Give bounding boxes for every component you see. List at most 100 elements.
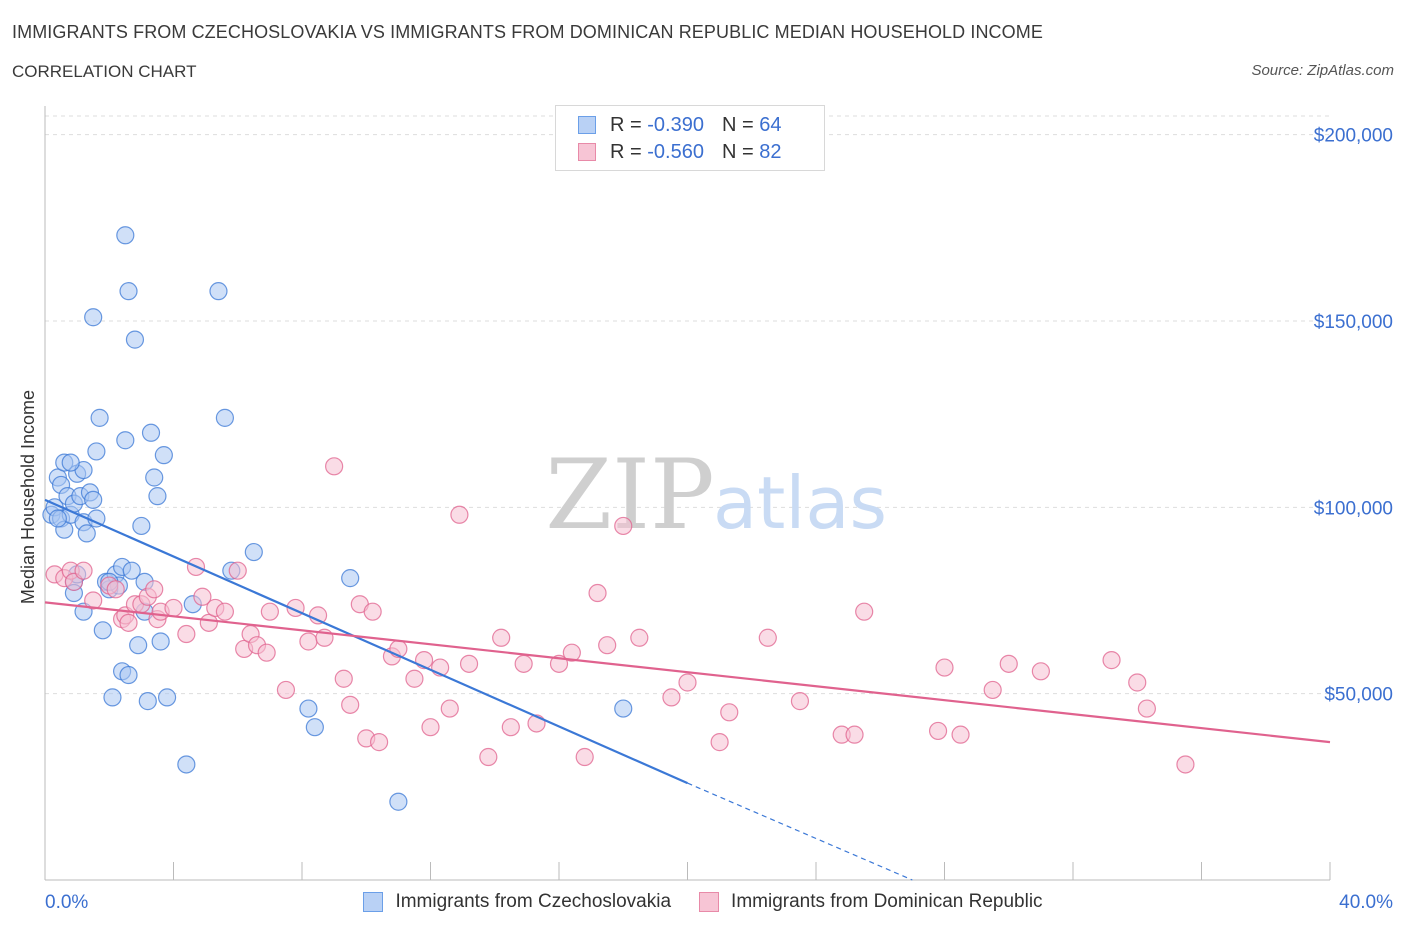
point-czechoslovakia <box>215 408 234 427</box>
legend-swatch-czechoslovakia <box>578 116 596 134</box>
point-czechoslovakia <box>614 699 633 718</box>
point-czechoslovakia <box>90 408 109 427</box>
point-czechoslovakia <box>299 699 318 718</box>
legend-row-dominican: R = -0.560 N = 82 <box>578 139 781 165</box>
point-dominican <box>588 583 607 603</box>
point-dominican <box>1176 755 1195 774</box>
point-dominican <box>450 505 469 524</box>
point-dominican <box>514 654 533 673</box>
point-czechoslovakia <box>77 524 96 543</box>
point-czechoslovakia <box>103 688 122 707</box>
point-czechoslovakia <box>141 423 161 442</box>
point-czechoslovakia <box>61 453 80 472</box>
point-dominican <box>575 747 594 767</box>
point-dominican <box>1102 651 1121 670</box>
series-legend-czechoslovakia[interactable]: Immigrants from Czechoslovakia <box>363 891 671 913</box>
point-dominican <box>928 721 948 741</box>
point-czechoslovakia <box>132 516 151 536</box>
y-tick-label: $100,000 <box>1314 498 1393 519</box>
point-czechoslovakia <box>84 308 103 327</box>
point-czechoslovakia <box>119 282 138 301</box>
legend-row-czechoslovakia: R = -0.390 N = 64 <box>578 112 781 138</box>
point-dominican <box>492 628 511 647</box>
point-czechoslovakia <box>125 330 145 349</box>
point-dominican <box>935 658 954 677</box>
y-tick-label: $200,000 <box>1314 126 1393 147</box>
point-dominican <box>855 602 874 621</box>
trend-lines <box>44 498 1331 881</box>
series-legend-dominican[interactable]: Immigrants from Dominican Republic <box>699 891 1043 913</box>
chart-subtitle: CORRELATION CHART <box>12 62 197 81</box>
legend-r-label: R = <box>610 140 642 163</box>
point-dominican <box>1031 662 1050 681</box>
y-tick-label: $50,000 <box>1324 685 1393 706</box>
point-czechoslovakia <box>151 632 170 651</box>
point-dominican <box>334 669 353 688</box>
point-dominican <box>405 669 424 688</box>
trend-extension-czechoslovakia <box>687 782 913 881</box>
axis-labels: $50,000 $100,000 $150,000 $200,000 0.0% 40.0%… <box>18 126 1393 913</box>
point-dominican <box>1128 673 1147 692</box>
point-dominican <box>662 688 681 707</box>
point-dominican <box>479 747 498 767</box>
point-dominican <box>845 725 864 744</box>
point-dominican <box>1137 699 1156 718</box>
point-czechoslovakia <box>145 468 164 487</box>
point-dominican <box>215 602 234 621</box>
point-dominican <box>177 624 196 644</box>
legend-r-value: -0.390 <box>647 113 704 136</box>
point-czechoslovakia <box>122 561 141 580</box>
point-dominican <box>145 580 164 599</box>
point-czechoslovakia <box>341 569 360 588</box>
series-swatch-dominican <box>699 892 720 912</box>
point-dominican <box>325 457 344 476</box>
point-dominican <box>257 643 276 662</box>
trend-line-dominican <box>44 601 1331 744</box>
axes <box>44 106 1331 881</box>
point-dominican <box>341 695 360 714</box>
point-czechoslovakia <box>244 542 263 562</box>
point-dominican <box>440 699 459 718</box>
point-czechoslovakia <box>116 431 135 450</box>
legend-n-label: N = <box>721 140 754 163</box>
point-czechoslovakia <box>93 621 112 640</box>
point-dominican <box>421 718 440 737</box>
point-dominican <box>119 613 138 632</box>
point-czechoslovakia <box>129 636 148 655</box>
point-dominican <box>720 703 739 722</box>
point-dominican <box>614 516 633 536</box>
series-label-dominican: Immigrants from Dominican Republic <box>731 891 1043 912</box>
point-czechoslovakia <box>48 509 67 528</box>
point-dominican <box>260 602 279 621</box>
point-dominican <box>74 561 93 580</box>
point-czechoslovakia <box>154 446 173 465</box>
point-dominican <box>276 680 296 700</box>
point-dominican <box>193 587 212 606</box>
correlation-legend: R = -0.390 N = 64 R = -0.560 N = 82 <box>555 105 825 171</box>
point-dominican <box>459 654 479 673</box>
legend-r-value: -0.560 <box>647 140 704 163</box>
point-dominican <box>363 602 382 621</box>
source-label: Source: ZipAtlas.com <box>1251 62 1394 79</box>
watermark-atlas: atlas <box>713 461 887 545</box>
legend-n-label: N = <box>721 113 754 136</box>
y-axis-label: Median Household Income <box>18 390 38 604</box>
data-points <box>42 226 1195 811</box>
point-dominican <box>562 643 581 662</box>
point-czechoslovakia <box>177 755 196 774</box>
legend-swatch-dominican <box>578 143 596 161</box>
point-dominican <box>710 733 729 752</box>
point-czechoslovakia <box>305 718 324 737</box>
point-czechoslovakia <box>84 490 103 509</box>
point-dominican <box>106 580 125 599</box>
point-dominican <box>983 680 1002 700</box>
point-dominican <box>228 561 247 580</box>
point-czechoslovakia <box>119 665 138 685</box>
point-dominican <box>370 733 389 752</box>
point-czechoslovakia <box>87 442 106 461</box>
point-dominican <box>951 725 970 744</box>
point-dominican <box>758 628 777 647</box>
point-dominican <box>299 632 318 651</box>
point-czechoslovakia <box>157 688 177 707</box>
point-czechoslovakia <box>148 487 167 506</box>
